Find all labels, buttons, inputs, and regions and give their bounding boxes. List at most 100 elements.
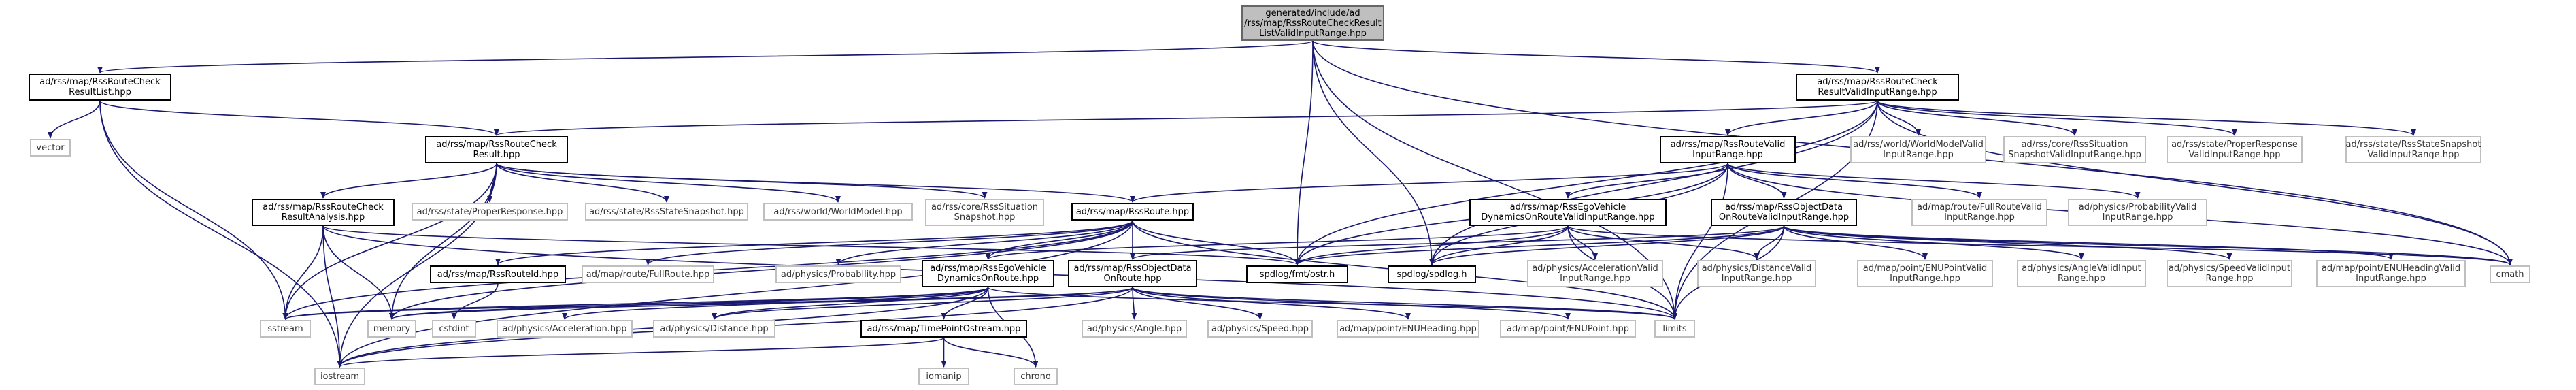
edge-n_checkresult-to-n_checkanalysis xyxy=(320,163,497,199)
edge-n_checkanalysis-to-n_iostream xyxy=(322,225,343,368)
node-properresponse[interactable]: ad/rss/state/ProperResponse.hpp xyxy=(412,203,568,221)
edge-n_resultlist-to-n_sstream xyxy=(99,100,288,320)
node-enupointvalid[interactable]: ad/map/point/ENUPointValid InputRange.hp… xyxy=(1857,260,1993,287)
node-distance[interactable]: ad/physics/Distance.hpp xyxy=(653,320,775,338)
edge-n_resultvalid-to-n_situationvalid xyxy=(1877,100,2077,136)
edge-n_objdata-to-n_limits xyxy=(1132,287,1677,320)
edge-n_resultvalid-to-n_fmtostr xyxy=(1294,100,1878,265)
node-anglevalid[interactable]: ad/physics/AngleValidInput Range.hpp xyxy=(2017,260,2146,287)
edge-n_egodyn-to-n_timepoint xyxy=(941,287,989,320)
node-sstream[interactable]: sstream xyxy=(260,320,311,338)
edge-n_rssroute-to-n_fullroute xyxy=(645,220,1133,265)
edge-n_egodyn-to-n_sstream xyxy=(282,287,989,320)
edge-n_checkresult-to-n_sstream xyxy=(282,163,497,320)
node-iostream[interactable]: iostream xyxy=(314,368,365,385)
edge-n_rssroute-to-n_probability xyxy=(835,220,1133,265)
edge-n_objectvalid-to-n_spdlog xyxy=(1429,225,1785,265)
node-chrono[interactable]: chrono xyxy=(1014,368,1058,385)
node-enuheading[interactable]: ad/map/point/ENUHeading.hpp xyxy=(1337,320,1479,338)
edge-n_egodyn-to-n_limits xyxy=(987,287,1677,320)
node-fullroutevalid[interactable]: ad/map/route/FullRouteValid InputRange.h… xyxy=(1911,199,2047,226)
edge-n_checkanalysis-to-n_fmtostr xyxy=(322,225,1300,265)
node-iomanip[interactable]: iomanip xyxy=(918,368,969,385)
node-fmtostr[interactable]: spdlog/fmt/ostr.h xyxy=(1246,265,1348,283)
edge-n_checkresult-to-n_rssroute xyxy=(496,163,1135,203)
edge-n_rssroute-to-n_routeid xyxy=(495,220,1133,265)
node-probability[interactable]: ad/physics/Probability.hpp xyxy=(775,265,901,283)
edge-n_resultlist-to-n_iostream xyxy=(99,100,343,368)
node-rssroute[interactable]: ad/rss/map/RssRoute.hpp xyxy=(1071,203,1194,221)
node-memory[interactable]: memory xyxy=(367,320,416,338)
edge-n_objectvalid-to-n_cmath xyxy=(1783,225,2513,265)
node-limits[interactable]: limits xyxy=(1654,320,1695,338)
edge-n_checkanalysis-to-n_sstream xyxy=(282,225,324,320)
node-routevalid[interactable]: ad/rss/map/RssRouteValid InputRange.hpp xyxy=(1660,136,1796,163)
node-checkanalysis[interactable]: ad/rss/map/RssRouteCheck ResultAnalysis.… xyxy=(252,199,395,226)
edge-n_objectvalid-to-n_enupointvalid xyxy=(1783,225,1928,260)
edge-n_egovalid-to-n_egodyn xyxy=(985,225,1569,260)
node-resultlist[interactable]: ad/rss/map/RssRouteCheck ResultList.hpp xyxy=(29,74,171,101)
edge-n_egodyn-to-n_memory xyxy=(389,287,989,320)
node-enupoint[interactable]: ad/map/point/ENUPoint.hpp xyxy=(1500,320,1636,338)
edge-n_checkanalysis-to-n_memory xyxy=(322,225,395,320)
edge-n_egovalid-to-n_spdlog xyxy=(1429,225,1569,265)
edge-n_egovalid-to-n_fmtostr xyxy=(1294,225,1569,265)
node-checkresult[interactable]: ad/rss/map/RssRouteCheck Result.hpp xyxy=(425,136,568,163)
node-objdata[interactable]: ad/rss/map/RssObjectData OnRoute.hpp xyxy=(1068,260,1197,287)
edge-layer xyxy=(48,40,2513,368)
edge-n_routevalid-to-n_objectvalid xyxy=(1727,163,1787,199)
edge-n_routevalid-to-n_rssroute xyxy=(1130,163,1728,203)
edge-n_rssroute-to-n_fmtostr xyxy=(1132,220,1300,265)
edge-n_rssroute-to-n_memory xyxy=(389,220,1133,320)
edge-n_routevalid-to-n_egovalid xyxy=(1565,163,1728,199)
node-fullroute[interactable]: ad/map/route/FullRoute.hpp xyxy=(582,265,714,283)
node-distvalid[interactable]: ad/physics/DistanceValid InputRange.hpp xyxy=(1697,260,1816,287)
node-properresponsevalid[interactable]: ad/rss/state/ProperResponse ValidInputRa… xyxy=(2167,136,2303,163)
node-statesnapshotvalid[interactable]: ad/rss/state/RssStateSnapshot ValidInput… xyxy=(2345,136,2481,163)
edge-n_routevalid-to-n_limits xyxy=(1672,163,1728,320)
node-acceleration[interactable]: ad/physics/Acceleration.hpp xyxy=(497,320,633,338)
node-situationvalid[interactable]: ad/rss/core/RssSituation SnapshotValidIn… xyxy=(2003,136,2146,163)
edge-n_checkresult-to-n_iostream xyxy=(337,163,497,368)
edge-n_objectvalid-to-n_enuheadingvalid xyxy=(1783,225,2394,260)
edge-n_rssroute-to-n_iostream xyxy=(337,220,1133,368)
node-angle[interactable]: ad/physics/Angle.hpp xyxy=(1082,320,1187,338)
node-objectvalid[interactable]: ad/rss/map/RssObjectData OnRouteValidInp… xyxy=(1711,199,1857,226)
edge-n_egodyn-to-n_distance xyxy=(712,287,989,320)
node-vector[interactable]: vector xyxy=(30,139,71,157)
edge-n_timepoint-to-n_iostream xyxy=(337,337,945,368)
node-accelvalid[interactable]: ad/physics/AccelerationValid InputRange.… xyxy=(1527,260,1663,287)
edge-n_routeid-to-n_cstdint xyxy=(451,282,499,320)
edge-n_resultvalid-to-n_cmath xyxy=(1877,100,2513,265)
edge-root-to-n_resultvalid xyxy=(1312,40,1880,74)
edge-n_objdata-to-n_memory xyxy=(389,287,1133,320)
edge-n_objdata-to-n_angle xyxy=(1131,287,1137,320)
edge-n_checkresult-to-n_properresponse xyxy=(487,163,497,203)
node-routeid[interactable]: ad/rss/map/RssRouteId.hpp xyxy=(430,265,566,283)
node-cmath[interactable]: cmath xyxy=(2490,265,2530,283)
node-speed[interactable]: ad/physics/Speed.hpp xyxy=(1207,320,1313,338)
node-timepoint[interactable]: ad/rss/map/TimePointOstream.hpp xyxy=(860,320,1027,338)
node-worldmodel[interactable]: ad/rss/world/WorldModel.hpp xyxy=(763,203,913,221)
edge-n_checkresult-to-n_memory xyxy=(389,163,497,320)
edge-n_objdata-to-n_enupoint xyxy=(1132,287,1571,320)
edge-n_resultvalid-to-n_checkresult xyxy=(494,100,1878,136)
node-worldmodelvalid[interactable]: ad/rss/world/WorldModelValid InputRange.… xyxy=(1850,136,1986,163)
edge-n_checkresult-to-n_statesnapshot xyxy=(496,163,669,203)
node-spdlog[interactable]: spdlog/spdlog.h xyxy=(1388,265,1476,283)
edge-n_objectvalid-to-n_objdata xyxy=(1130,225,1785,260)
node-speedvalid[interactable]: ad/physics/SpeedValidInput Range.hpp xyxy=(2167,260,2292,287)
node-root[interactable]: generated/include/ad /rss/map/RssRouteCh… xyxy=(1241,5,1384,41)
edge-n_checkresult-to-n_worldmodel xyxy=(496,163,841,203)
node-egovalid[interactable]: ad/rss/map/RssEgoVehicle DynamicsOnRoute… xyxy=(1469,199,1667,226)
edge-n_objdata-to-n_enuheading xyxy=(1132,287,1411,320)
node-enuheadingvalid[interactable]: ad/map/point/ENUHeadingValid InputRange.… xyxy=(2316,260,2466,287)
node-egodyn[interactable]: ad/rss/map/RssEgoVehicle DynamicsOnRoute… xyxy=(922,260,1054,287)
node-probvalid[interactable]: ad/physics/ProbabilityValid InputRange.h… xyxy=(2068,199,2207,226)
node-resultvalid[interactable]: ad/rss/map/RssRouteCheck ResultValidInpu… xyxy=(1796,74,1959,101)
node-statesnapshot[interactable]: ad/rss/state/RssStateSnapshot.hpp xyxy=(585,203,748,221)
node-cstdint[interactable]: cstdint xyxy=(432,320,476,338)
node-situationsnap[interactable]: ad/rss/core/RssSituation Snapshot.hpp xyxy=(925,199,1044,226)
edge-n_resultlist-to-n_vector xyxy=(48,100,101,139)
